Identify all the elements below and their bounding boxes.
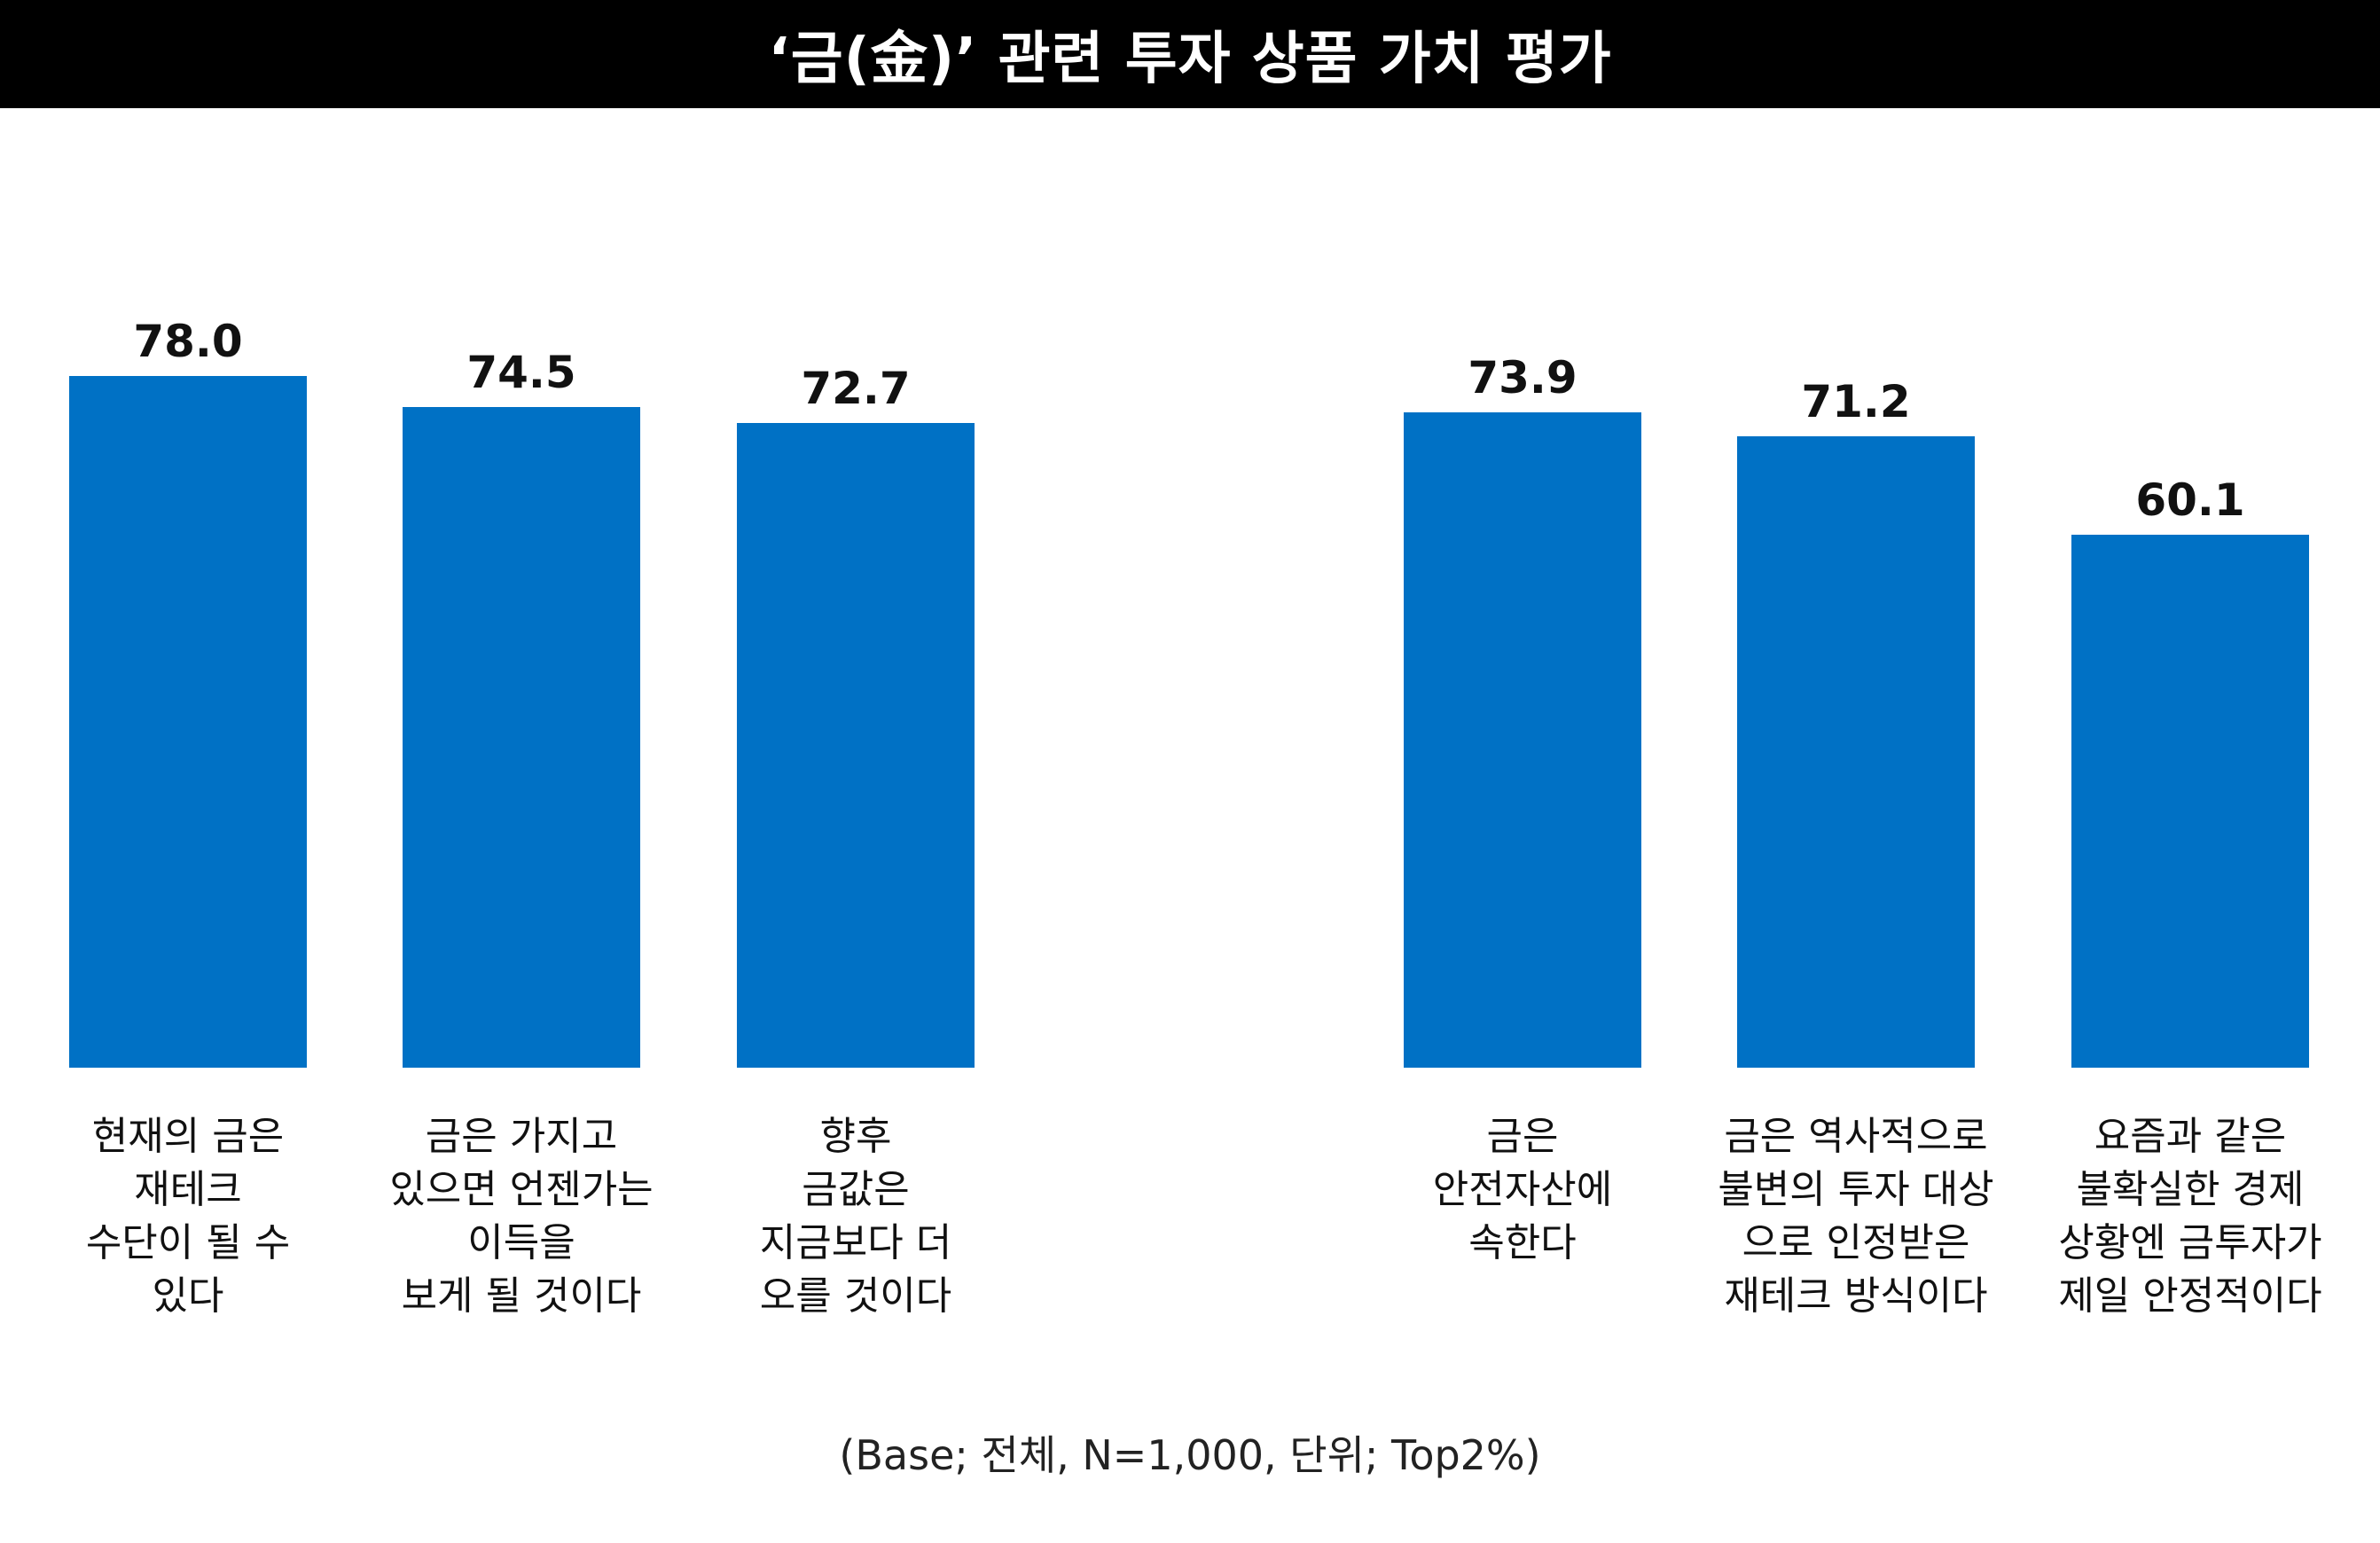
value-label-5: 71.2 bbox=[1801, 376, 1910, 427]
category-label-1: 현재의 금은 재테크 수단이 될 수 있다 bbox=[85, 1114, 291, 1319]
category-label-5: 금은 역사적으로 불변의 투자 대상 으로 인정받은 재테크 방식이다 bbox=[1718, 1114, 1994, 1319]
category-label-2: 금은 가지고 있으면 언젠가는 이득을 보게 될 것이다 bbox=[389, 1114, 654, 1319]
footnote: (Base; 전체, N=1,000, 단위; Top2%) bbox=[839, 1431, 1541, 1479]
category-label-6: 요즘과 같은 불확실한 경제 상황엔 금투자가 제일 안정적이다 bbox=[2058, 1114, 2322, 1319]
bar-6 bbox=[2071, 535, 2309, 1068]
category-label-3: 향후 금값은 지금보다 더 오를 것이다 bbox=[759, 1114, 952, 1319]
value-label-1: 78.0 bbox=[133, 316, 242, 367]
value-label-3: 72.7 bbox=[801, 363, 910, 414]
value-label-4: 73.9 bbox=[1468, 352, 1577, 403]
bar-5 bbox=[1737, 436, 1975, 1068]
bar-4 bbox=[1404, 412, 1641, 1068]
bar-1 bbox=[69, 376, 307, 1068]
category-label-4: 금은 안전자산에 속한다 bbox=[1432, 1114, 1613, 1265]
value-label-6: 60.1 bbox=[2135, 474, 2244, 526]
bar-2 bbox=[403, 407, 640, 1068]
value-label-2: 74.5 bbox=[466, 347, 575, 398]
chart-title: ‘금(金)’ 관련 투자 상품 가치 평가 bbox=[768, 27, 1612, 92]
bar-3 bbox=[737, 423, 975, 1068]
title-bar: ‘금(金)’ 관련 투자 상품 가치 평가 bbox=[0, 0, 2380, 108]
